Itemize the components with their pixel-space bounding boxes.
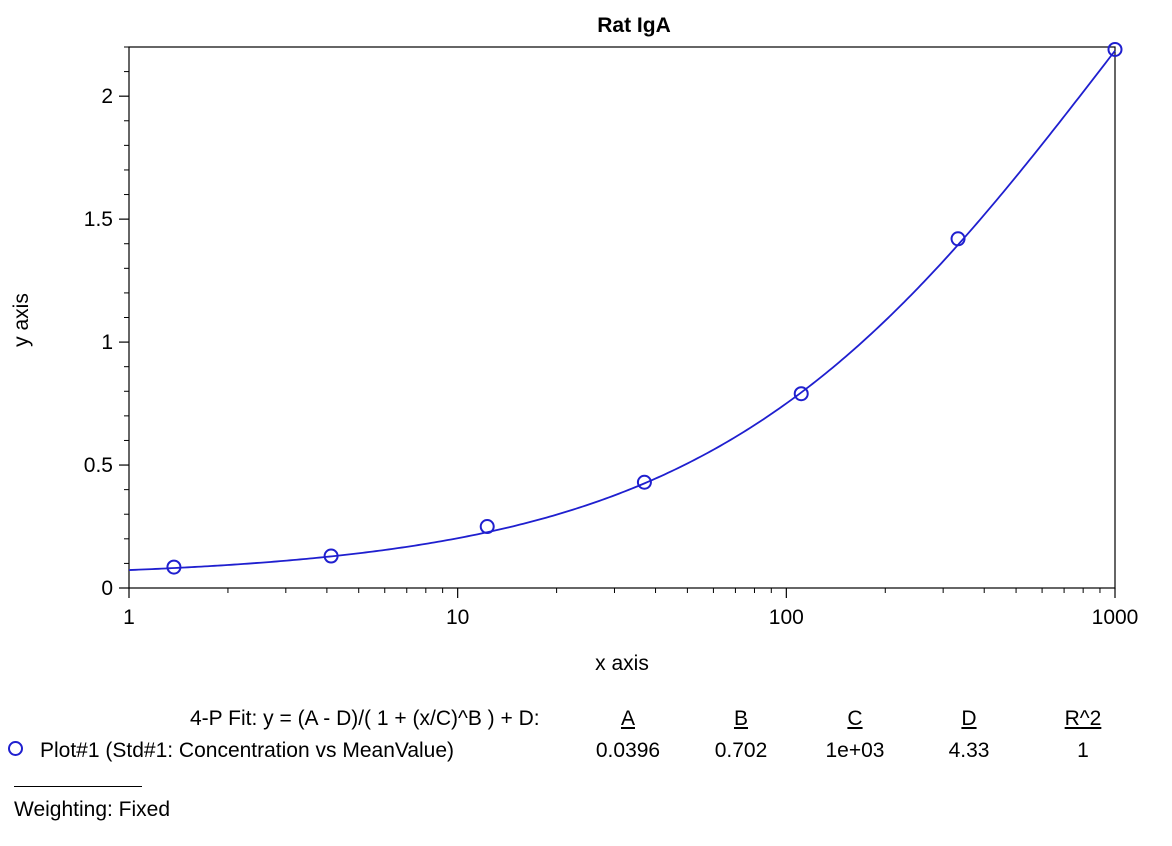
fit-value-a: 0.0396 [595,739,661,762]
divider-line [14,786,142,787]
y-axis-label: y axis [10,293,33,347]
fit-header-d: D [961,707,977,730]
fit-curve [128,50,1116,571]
fit-header-b: B [733,707,748,730]
legend-series-name: Plot#1 (Std#1: Concentration vs MeanValu… [40,739,455,762]
fit-value-b: 0.702 [714,739,768,762]
data-point [950,231,966,247]
x-tick-label: 1000 [1092,606,1139,629]
data-points [166,41,1123,575]
weighting-label: Weighting: Fixed [14,798,171,821]
y-tick-label: 2 [101,85,113,108]
chart-title: Rat IgA [597,14,671,37]
plot-area [128,46,1116,589]
fit-header-r2: R^2 [1064,707,1102,730]
x-tick-label: 1 [123,606,135,629]
x-axis-ticks: 1 10 100 1000 [123,588,1138,629]
data-point [1107,41,1123,57]
data-point [793,386,809,402]
fit-value-d: 4.33 [948,739,990,762]
x-tick-label: 10 [446,606,469,629]
fit-equation: 4-P Fit: y = (A - D)/( 1 + (x/C)^B ) + D… [190,707,540,730]
fit-value-c: 1e+03 [825,739,885,762]
data-point [479,519,495,535]
data-point [166,559,182,575]
x-tick-label: 100 [769,606,804,629]
data-point [323,548,339,564]
x-axis-label: x axis [595,652,649,675]
fit-header-a: A [620,707,635,730]
y-axis-ticks: 0 0.5 1 1.5 2 [84,46,129,600]
y-tick-label: 0.5 [84,454,113,477]
fit-header-c: C [847,707,863,730]
y-tick-label: 1 [101,331,113,354]
y-tick-label: 0 [101,577,113,600]
legend-marker-icon [8,741,23,756]
data-point [636,474,652,490]
y-tick-label: 1.5 [84,208,113,231]
fit-value-r2: 1 [1077,739,1089,762]
